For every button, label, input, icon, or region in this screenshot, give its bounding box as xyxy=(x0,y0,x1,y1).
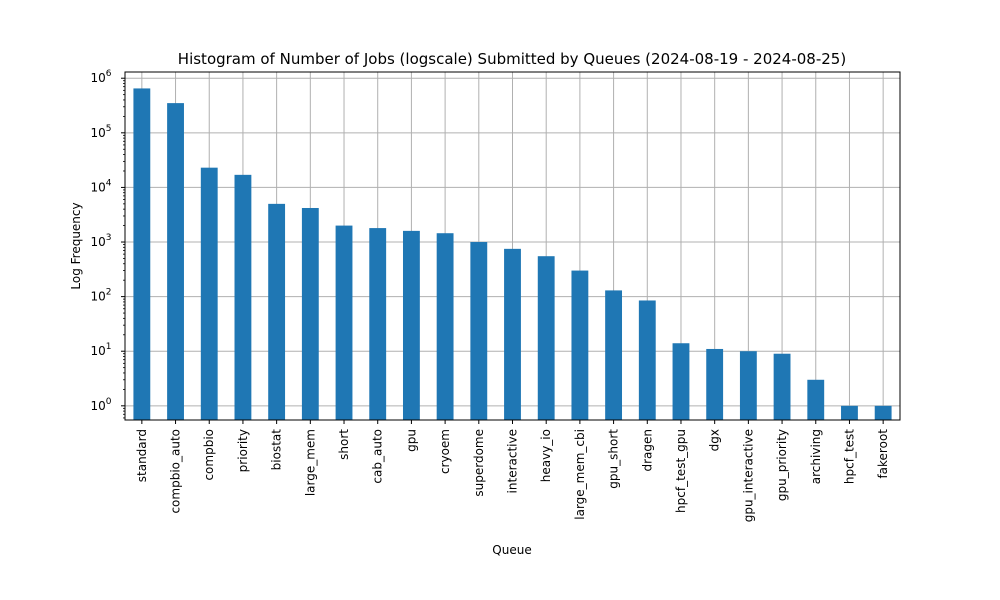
bar-dragen xyxy=(638,300,656,420)
y-tick-label: 103 xyxy=(90,233,111,249)
bar-large_mem xyxy=(301,207,319,420)
y-tick-label: 100 xyxy=(90,397,111,413)
x-tick-label: heavy_io xyxy=(539,429,553,482)
y-tick-label: 106 xyxy=(90,69,111,85)
x-tick-label: gpu_priority xyxy=(775,429,789,501)
x-tick-label: archiving xyxy=(809,429,823,484)
bar-interactive xyxy=(504,248,521,420)
x-tick-label: cab_auto xyxy=(371,429,385,484)
bar-compbio_auto xyxy=(167,103,184,420)
x-tick-label: superdome xyxy=(472,429,486,497)
bar-dgx xyxy=(706,348,724,420)
x-axis-label: Queue xyxy=(492,543,531,557)
x-tick-label: hpcf_test xyxy=(842,429,856,484)
y-tick-label: 102 xyxy=(90,288,111,304)
bar-short xyxy=(335,225,353,420)
bar-biostat xyxy=(268,203,286,420)
x-tick-label: cryoem xyxy=(438,429,452,474)
x-tick-label: interactive xyxy=(506,429,520,493)
x-tick-label: gpu xyxy=(404,429,418,452)
bar-gpu_priority xyxy=(773,353,791,420)
bar-cab_auto xyxy=(369,228,387,420)
x-tick-label: biostat xyxy=(270,429,284,471)
bar-hpcf_test xyxy=(841,405,858,420)
x-tick-label: dragen xyxy=(640,429,654,472)
bar-gpu_interactive xyxy=(739,351,757,420)
bar-gpu_short xyxy=(605,290,623,420)
x-axis-ticks: standard compbio_auto compbio priority biost… xyxy=(135,420,890,522)
bars xyxy=(133,88,892,421)
x-tick-label: standard xyxy=(135,429,149,482)
x-tick-label: dgx xyxy=(708,429,722,451)
bar-archiving xyxy=(807,379,825,420)
bar-standard xyxy=(133,88,151,421)
bar-superdome xyxy=(470,242,488,420)
chart-title: Histogram of Number of Jobs (logscale) S… xyxy=(178,50,846,68)
x-tick-label: compbio_auto xyxy=(169,429,183,514)
x-tick-label: gpu_short xyxy=(607,429,621,489)
x-tick-label: fakeroot xyxy=(876,429,890,479)
bar-heavy_io xyxy=(537,256,555,420)
y-tick-label: 101 xyxy=(90,342,111,358)
y-tick-label: 104 xyxy=(90,178,111,194)
bar-priority xyxy=(234,174,252,420)
bar-large_mem_cbi xyxy=(571,270,589,420)
bar-fakeroot xyxy=(874,405,892,420)
x-tick-label: priority xyxy=(236,429,250,472)
bar-hpcf_test_gpu xyxy=(672,343,690,420)
y-tick-label: 105 xyxy=(90,124,111,140)
y-axis-label: Log Frequency xyxy=(69,202,83,289)
x-tick-label: short xyxy=(337,429,351,460)
x-tick-label: large_mem xyxy=(303,429,317,496)
y-axis-ticks: 100 101 102 103 104 105 106 xyxy=(90,69,125,419)
x-tick-label: gpu_interactive xyxy=(741,429,755,522)
bar-gpu xyxy=(402,230,420,420)
x-tick-label: compbio xyxy=(202,429,216,481)
bar-cryoem xyxy=(436,233,454,420)
x-tick-label: hpcf_test_gpu xyxy=(674,429,688,513)
bar-compbio xyxy=(200,167,218,420)
x-tick-label: large_mem_cbi xyxy=(573,429,587,520)
